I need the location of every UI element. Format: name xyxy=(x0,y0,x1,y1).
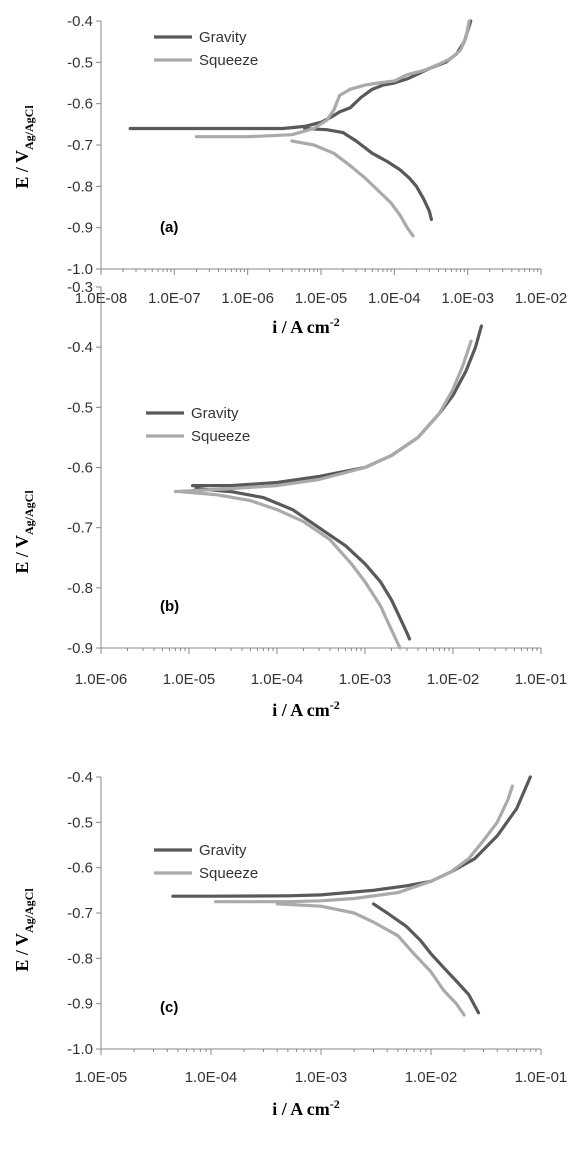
legend-label: Squeeze xyxy=(199,865,258,882)
y-tick-label: -0.7 xyxy=(67,520,93,537)
y-tick-label: -0.6 xyxy=(67,860,93,877)
legend-label: Squeeze xyxy=(191,428,250,445)
x-tick-label: 1.0E-01 xyxy=(515,1069,568,1086)
legend-label: Gravity xyxy=(199,29,247,46)
y-tick-label: -0.6 xyxy=(67,96,93,113)
x-axis-title: i / A cm-2 xyxy=(272,1097,340,1119)
y-tick-label: -0.9 xyxy=(67,640,93,657)
y-tick-label: -1.0 xyxy=(67,1041,93,1058)
y-tick-label: -0.7 xyxy=(67,905,93,922)
legend-label: Gravity xyxy=(191,405,239,422)
series-line-squeeze xyxy=(173,339,473,650)
x-tick-label: 1.0E-04 xyxy=(368,290,421,307)
y-axis-title: E / VAg/AgCl xyxy=(12,490,36,574)
series-line-gravity xyxy=(128,19,473,221)
y-axis-title: E / VAg/AgCl xyxy=(12,105,36,189)
chart-panel: 1.0E-05 1.0E-04 1.0E-03 1.0E-02 1.0E-01 -0.4 -… xyxy=(12,769,567,1119)
x-tick-label: 1.0E-03 xyxy=(295,1069,348,1086)
panel-label: (a) xyxy=(160,219,178,236)
y-tick-label: -0.9 xyxy=(67,220,93,237)
x-tick-label: 1.0E-02 xyxy=(405,1069,458,1086)
x-axis-title: i / A cm-2 xyxy=(272,315,340,337)
x-tick-label: 1.0E-06 xyxy=(75,671,128,688)
y-tick-label: -0.4 xyxy=(67,339,93,356)
chart-panel: 1.0E-06 1.0E-05 1.0E-04 1.0E-03 1.0E-02 1.0E-… xyxy=(12,279,567,720)
y-axis-title: E / VAg/AgCl xyxy=(12,888,36,972)
y-tick-label: -0.5 xyxy=(67,814,93,831)
y-tick-label: -1.0 xyxy=(67,261,93,278)
legend-label: Squeeze xyxy=(199,52,258,69)
series-line-gravity xyxy=(171,775,532,1015)
panel-label: (c) xyxy=(160,999,178,1016)
y-tick-label: -0.7 xyxy=(67,137,93,154)
x-tick-label: 1.0E-05 xyxy=(295,290,348,307)
x-tick-label: 1.0E-01 xyxy=(515,671,568,688)
y-tick-label: -0.6 xyxy=(67,460,93,477)
series-line-squeeze xyxy=(214,784,514,1017)
y-tick-label: -0.5 xyxy=(67,399,93,416)
x-axis-title: i / A cm-2 xyxy=(272,698,340,720)
x-tick-label: 1.0E-03 xyxy=(441,290,494,307)
panel-label: (b) xyxy=(160,598,179,615)
x-tick-label: 1.0E-06 xyxy=(221,290,274,307)
legend-label: Gravity xyxy=(199,842,247,859)
x-tick-label: 1.0E-02 xyxy=(515,290,568,307)
y-tick-label: -0.3 xyxy=(67,279,93,296)
chart-panel: 1.0E-08 1.0E-07 1.0E-06 1.0E-05 1.0E-04 1.0E-… xyxy=(12,13,567,337)
y-tick-label: -0.8 xyxy=(67,580,93,597)
x-tick-label: 1.0E-05 xyxy=(75,1069,128,1086)
x-tick-label: 1.0E-04 xyxy=(185,1069,238,1086)
x-tick-label: 1.0E-04 xyxy=(251,671,304,688)
series-line-gravity xyxy=(191,324,483,641)
y-tick-label: -0.8 xyxy=(67,950,93,967)
series-line-squeeze xyxy=(194,19,471,238)
x-tick-label: 1.0E-02 xyxy=(427,671,480,688)
y-tick-label: -0.8 xyxy=(67,178,93,195)
y-tick-label: -0.4 xyxy=(67,13,93,30)
x-tick-label: 1.0E-05 xyxy=(163,671,216,688)
x-tick-label: 1.0E-07 xyxy=(148,290,201,307)
x-tick-label: 1.0E-03 xyxy=(339,671,392,688)
y-tick-label: -0.5 xyxy=(67,54,93,71)
y-tick-label: -0.4 xyxy=(67,769,93,786)
y-tick-label: -0.9 xyxy=(67,996,93,1013)
